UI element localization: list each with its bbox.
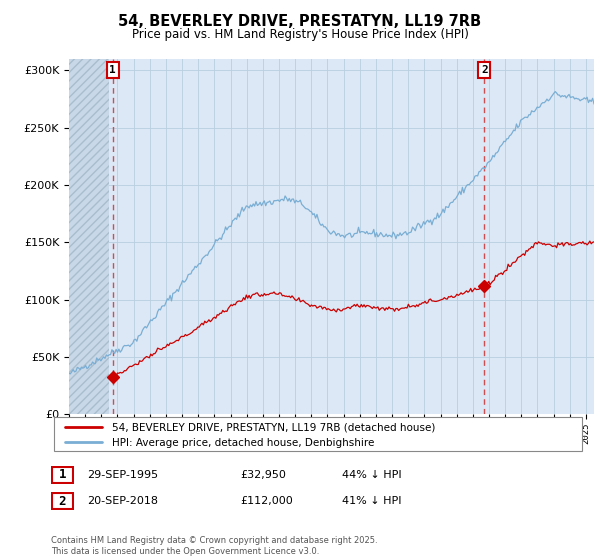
Text: 20-SEP-2018: 20-SEP-2018 [87,496,158,506]
FancyBboxPatch shape [54,417,582,451]
Text: 44% ↓ HPI: 44% ↓ HPI [342,470,401,480]
Text: 1: 1 [109,66,116,75]
Text: 41% ↓ HPI: 41% ↓ HPI [342,496,401,506]
Text: 54, BEVERLEY DRIVE, PRESTATYN, LL19 7RB (detached house): 54, BEVERLEY DRIVE, PRESTATYN, LL19 7RB … [112,422,436,432]
Text: 29-SEP-1995: 29-SEP-1995 [87,470,158,480]
FancyBboxPatch shape [52,467,73,483]
Text: Price paid vs. HM Land Registry's House Price Index (HPI): Price paid vs. HM Land Registry's House … [131,28,469,41]
FancyBboxPatch shape [52,493,73,509]
Text: 2: 2 [59,494,66,508]
Text: £32,950: £32,950 [240,470,286,480]
Text: HPI: Average price, detached house, Denbighshire: HPI: Average price, detached house, Denb… [112,438,374,448]
Text: 2: 2 [481,66,488,75]
Text: 54, BEVERLEY DRIVE, PRESTATYN, LL19 7RB: 54, BEVERLEY DRIVE, PRESTATYN, LL19 7RB [118,14,482,29]
Text: £112,000: £112,000 [240,496,293,506]
Text: 1: 1 [59,468,66,482]
Text: Contains HM Land Registry data © Crown copyright and database right 2025.
This d: Contains HM Land Registry data © Crown c… [51,536,377,556]
